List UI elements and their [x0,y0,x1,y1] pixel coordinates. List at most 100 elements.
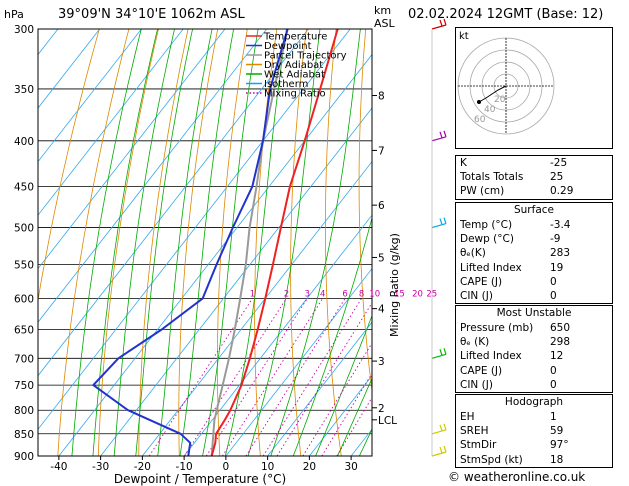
hodograph-index-value: 1 [550,411,557,423]
surface-key: CIN (J) [460,289,493,302]
most-unstable-row: CAPE (J) 0 [456,364,612,378]
isotherm-line [38,29,309,377]
isotherm-line [183,214,372,456]
most-unstable-key: CAPE (J) [460,364,503,377]
x-tick-label: -30 [92,461,109,473]
asl-label: ASL [374,17,395,30]
dry-adiabat-line [325,29,342,456]
most-unstable-value: 12 [550,350,564,363]
hodograph-panel: Hodograph EH 1 SREH 59 StmDir 97° StmSpd (kt) 1… [455,394,613,468]
isotherm-line [100,107,372,456]
index-key: PW (cm) [460,185,505,198]
pressure-tick-label: 800 [14,405,34,417]
isotherm-line [38,29,142,163]
legend-entry: Isotherm [264,79,308,90]
wind-barb [431,217,447,229]
dry-adiabat-line [178,29,219,456]
hodograph-index-key: StmDir [460,439,497,452]
km-label: km [374,4,392,17]
mixing-ratio-label: 20 [412,289,423,299]
most-unstable-title: Most Unstable [496,307,572,319]
hodograph-trace [478,85,507,103]
surface-title: Surface [513,204,554,216]
hodograph-index-key: StmSpd (kt) [460,453,523,466]
x-axis-label: Dewpoint / Temperature (°C) [114,472,286,486]
mixing-ratio-label: 6 [342,289,347,299]
mixing-ratio-label: 15 [394,289,405,299]
pressure-tick-label: 500 [14,223,34,235]
wet-adiabat-line [247,29,321,456]
dry-adiabat-line [138,29,189,456]
wet-adiabat-line [135,29,193,456]
km-tick-label: 4 [378,304,385,316]
most-unstable-key: θₑ (K) [460,336,490,349]
pressure-tick-label: 850 [14,429,34,441]
pressure-tick-label: 450 [14,182,34,194]
dry-adiabat-line [358,29,372,394]
mixing-ratio-label: 2 [284,289,289,299]
x-tick-label: 20 [303,461,316,473]
most-unstable-key: Lifted Index [460,350,522,363]
wind-barb [431,18,447,30]
index-key: Totals Totals [460,171,524,184]
isotherm-line [309,375,372,456]
most-unstable-panel: Most Unstable Pressure (mb) 650 θₑ (K) 298 L… [455,305,613,393]
legend-entry: Wet Adiabat [264,70,325,81]
wind-barb [431,348,447,359]
km-tick-label: 8 [378,91,385,103]
mixing-ratio-label: 3 [305,289,310,299]
mixing-ratio-line [262,298,362,456]
surface-value: 283 [550,247,571,260]
most-unstable-row: CIN (J) 0 [456,378,612,392]
most-unstable-value: 0 [550,364,557,377]
dry-adiabat-line [217,29,248,456]
km-tick-label: 3 [378,356,385,368]
pressure-tick-label: 700 [14,353,34,365]
pressure-tick-label: 750 [14,380,34,392]
x-tick-label: -40 [50,461,67,473]
isotherm-line [225,268,372,456]
hodograph-unit-label: kt [459,31,469,42]
wet-adiabat-line [202,29,259,456]
mixing-ratio-label: 1 [250,289,255,299]
wet-adiabat-line [71,29,142,456]
index-key: K [460,157,467,169]
index-value: -25 [550,157,568,169]
mixing-ratio-axis-label: Mixing Ratio (g/kg) [388,233,401,337]
wet-adiabat-line [337,377,372,456]
mixing-ratio-line [184,298,287,456]
pressure-tick-label: 650 [14,325,34,337]
surface-value: 0 [550,275,557,288]
legend-entry: Dewpoint [264,41,312,52]
most-unstable-row: θₑ (K) 298 [456,335,612,349]
surface-panel: Surface Temp (°C) -3.4 Dewp (°C) -9 θₑ(K) 283… [455,202,613,305]
isotherm-line [142,160,372,456]
isotherm-line [38,29,268,323]
surface-row: Lifted Index 19 [456,261,612,275]
hodograph-ring-label: 60 [474,115,486,125]
wet-adiabat-line [157,29,213,456]
surface-row: θₑ(K) 283 [456,246,612,260]
most-unstable-row: Pressure (mb) 650 [456,321,612,335]
dry-adiabat-line [290,29,307,456]
pressure-tick-label: 400 [14,136,34,148]
wet-adiabat-line [315,314,372,456]
hodograph-index-value: 18 [550,453,564,466]
index-value: 25 [550,171,564,184]
indices-panel-top: K -25 Totals Totals 25 PW (cm) 0.29 [455,155,613,200]
legend-entry: Dry Adiabat [264,60,323,71]
plot-frame [37,28,373,457]
temperature-line [210,29,339,456]
hodograph-index-row: StmSpd (kt) 18 [456,453,612,467]
wet-adiabat-line [113,29,175,456]
hodograph-index-value: 59 [550,425,564,438]
surface-key: Temp (°C) [460,219,513,231]
location-title: 39°09'N 34°10'E 1062m ASL [58,7,245,22]
km-tick-label: 5 [378,252,385,264]
wind-barb [431,130,447,142]
hodograph-ring-label: 40 [484,105,496,115]
mixing-ratio-line [321,372,372,456]
isotherm-line [38,29,226,270]
